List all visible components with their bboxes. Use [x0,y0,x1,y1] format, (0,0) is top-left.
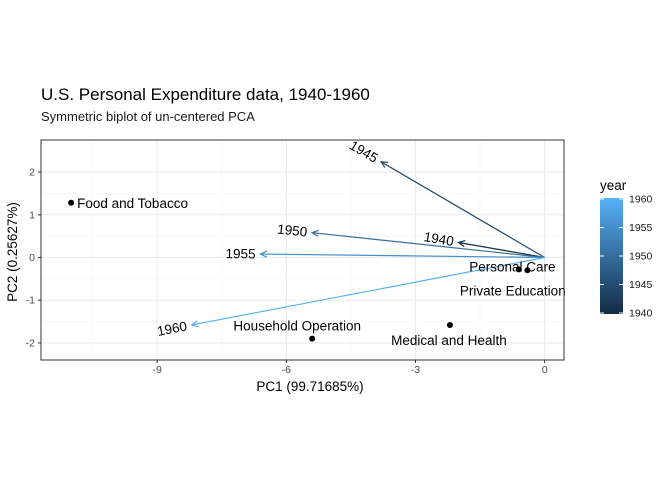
y-tick-label: 0 [29,252,35,264]
legend-label: 1960 [629,194,653,206]
legend-label: 1945 [629,279,653,291]
data-point [446,321,453,328]
point-label: Food and Tobacco [77,196,188,211]
arrow-label-1955: 1955 [225,246,255,261]
y-tick-label: -2 [26,337,35,349]
legend-label: 1950 [629,251,653,263]
point-label: Personal Care [469,259,555,274]
arrow-label-1960: 1960 [156,319,188,339]
chart-title: U.S. Personal Expenditure data, 1940-196… [41,85,370,104]
arrowhead-1940 [457,240,466,248]
arrow-label-1950: 1950 [277,222,308,240]
x-tick-label: -6 [282,364,291,376]
arrow-1940 [458,241,545,259]
x-tick-label: -3 [411,364,420,376]
y-tick-label: 2 [29,167,35,179]
x-axis-title: PC1 (99.71685%) [256,379,363,394]
data-points: Food and Tobacco Household Operation Medic… [68,196,566,348]
data-point [524,267,531,274]
y-tick-label: 1 [29,209,35,221]
point-label: Household Operation [233,319,361,334]
data-point [309,335,316,342]
legend-ticks: 1960 1955 1950 1945 1940 [600,194,653,320]
point-label: Private Education [460,283,566,298]
arrowhead-1960 [190,320,199,328]
arrowhead-1950 [310,229,319,237]
arrow-label-1940: 1940 [423,229,455,249]
data-point [68,199,75,206]
y-axis-title: PC2 (0.25627%) [5,202,20,302]
legend-label: 1955 [629,222,653,234]
arrow-1955 [260,253,545,259]
chart-subtitle: Symmetric biplot of un-centered PCA [41,109,255,124]
legend-title: year [600,178,627,193]
arrow-1950 [312,232,545,259]
arrow-1945 [380,161,545,258]
point-label: Medical and Health [391,333,507,348]
y-tick-label: -1 [26,295,35,307]
arrowhead-1945 [379,161,389,168]
legend-label: 1940 [629,308,653,320]
x-tick-label: -9 [153,364,162,376]
panel-border [40,139,565,361]
data-point [515,266,522,273]
legend-colorbar [600,198,623,314]
arrowhead-1955 [259,250,268,258]
x-tick-label: 0 [542,364,548,376]
legend: year 1960 1955 1950 1945 1940 [600,178,653,320]
arrow-1960 [191,256,545,326]
